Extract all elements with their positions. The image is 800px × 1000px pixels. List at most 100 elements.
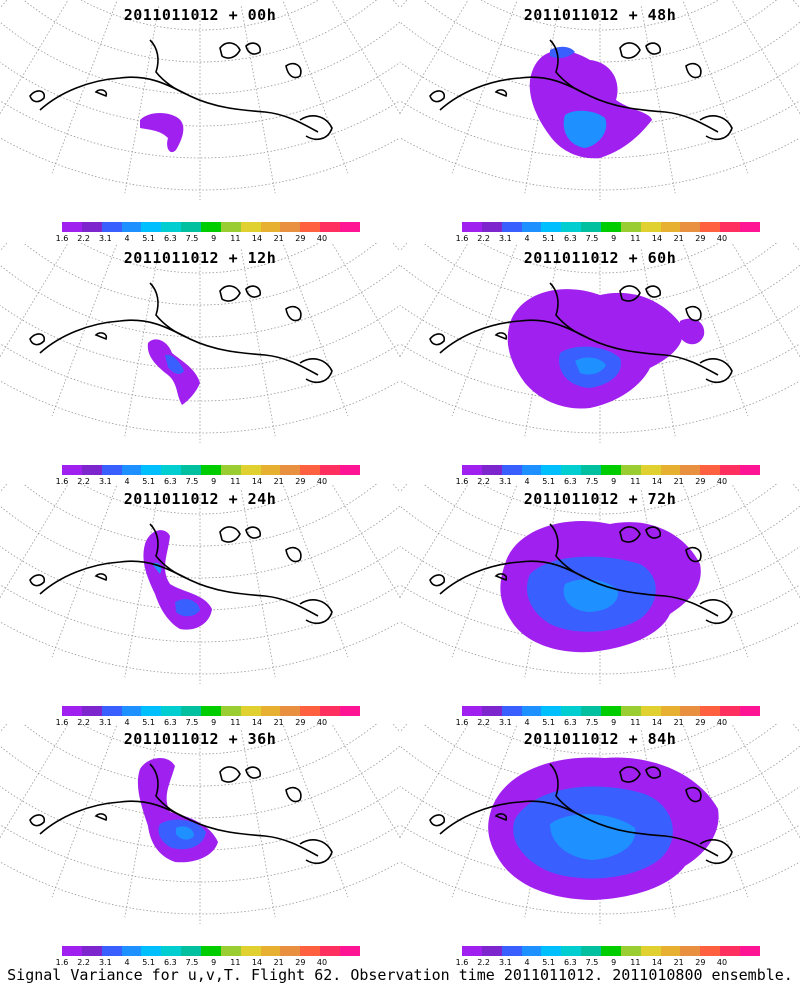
colorbar-swatch bbox=[700, 706, 721, 716]
colorbar-tick-label: 21 bbox=[273, 958, 284, 967]
colorbar-swatch bbox=[462, 222, 482, 232]
colorbar-tick-label: 40 bbox=[316, 718, 328, 727]
coastline bbox=[429, 333, 446, 346]
colorbar-tick-label: 5.1 bbox=[542, 958, 556, 967]
colorbar-tick-label: 7.5 bbox=[585, 718, 599, 727]
colorbar-tick-label: 40 bbox=[316, 234, 328, 243]
colorbar-swatch bbox=[121, 465, 142, 475]
colorbar-tick-label: 3.1 bbox=[98, 718, 112, 727]
coastline bbox=[439, 800, 719, 857]
colorbar-tick-label: 5.1 bbox=[542, 718, 556, 727]
colorbar-tick-label: 9 bbox=[611, 958, 617, 967]
coastline bbox=[699, 839, 733, 865]
colorbar-tick-label: 1.6 bbox=[455, 234, 469, 243]
colorbar-swatch bbox=[541, 465, 562, 475]
colorbar-tick-label: 29 bbox=[295, 234, 306, 243]
colorbar-swatch bbox=[340, 222, 360, 232]
variance-region bbox=[563, 579, 619, 612]
colorbar bbox=[62, 222, 360, 232]
colorbar bbox=[462, 946, 760, 956]
grid-meridian-line bbox=[0, 484, 69, 599]
colorbar-tick-label: 14 bbox=[651, 477, 663, 486]
colorbar-tick-label: 5.1 bbox=[542, 477, 556, 486]
grid-latitude-line bbox=[80, 484, 320, 515]
grid-meridian-line bbox=[331, 243, 400, 358]
colorbar-swatch bbox=[81, 222, 102, 232]
grid-meridian-line bbox=[682, 0, 749, 174]
coastline bbox=[619, 42, 641, 59]
grid-meridian-line bbox=[240, 249, 276, 437]
colorbar-tick-label: 9 bbox=[211, 234, 217, 243]
colorbar-swatch bbox=[220, 946, 241, 956]
grid-meridian-line bbox=[240, 6, 276, 194]
variance-region bbox=[140, 113, 184, 153]
colorbar-labels: 1.6 2.2 3.1 4 5.1 6.3 7.5 9 11 14 21 29 40 bbox=[450, 718, 770, 728]
colorbar-tick-label: 4 bbox=[124, 958, 130, 967]
coastline bbox=[645, 766, 662, 779]
coastline bbox=[299, 115, 333, 141]
colorbar-tick-label: 9 bbox=[211, 958, 217, 967]
grid-meridian-line bbox=[282, 484, 349, 658]
coastline bbox=[219, 42, 241, 59]
variance-region bbox=[176, 826, 194, 840]
colorbar-swatch bbox=[620, 706, 641, 716]
colorbar-swatch bbox=[240, 706, 261, 716]
coastline bbox=[429, 574, 446, 587]
grid-latitude-line bbox=[80, 0, 320, 31]
colorbar-tick-label: 4 bbox=[124, 477, 130, 486]
colorbar-tick-label: 2.2 bbox=[77, 234, 91, 243]
colorbar-tick-label: 29 bbox=[695, 718, 706, 727]
coastline bbox=[699, 599, 733, 625]
colorbar-swatch bbox=[541, 222, 562, 232]
colorbar-swatch bbox=[240, 465, 261, 475]
colorbar-tick-label: 7.5 bbox=[185, 718, 199, 727]
colorbar-tick-label: 3.1 bbox=[498, 234, 512, 243]
colorbar-swatch bbox=[501, 222, 522, 232]
colorbar-swatch bbox=[561, 946, 582, 956]
colorbar-tick-label: 5.1 bbox=[542, 234, 556, 243]
colorbar-swatch bbox=[740, 946, 760, 956]
grid-meridian-line bbox=[124, 249, 160, 437]
colorbar-tick-label: 1.6 bbox=[455, 718, 469, 727]
panel-title: 2011011012 + 60h bbox=[523, 249, 677, 267]
colorbar-tick-label: 14 bbox=[251, 718, 263, 727]
colorbar-swatch bbox=[660, 706, 681, 716]
coastline bbox=[549, 282, 587, 338]
grid-latitude-line bbox=[0, 21, 400, 95]
grid-meridian-line bbox=[124, 6, 160, 194]
coastline bbox=[94, 332, 108, 341]
colorbar-swatch bbox=[601, 465, 621, 475]
colorbar-tick-label: 7.5 bbox=[185, 958, 199, 967]
colorbar-tick-label: 40 bbox=[316, 477, 328, 486]
coastline bbox=[39, 76, 319, 133]
colorbar-tick-label: 14 bbox=[651, 234, 663, 243]
colorbar-swatch bbox=[260, 465, 281, 475]
coastline bbox=[39, 319, 319, 376]
colorbar-swatch bbox=[81, 706, 102, 716]
coastline bbox=[685, 786, 702, 803]
grid-latitude-line bbox=[400, 745, 800, 819]
grid-meridian-line bbox=[240, 730, 276, 918]
colorbar-tick-label: 4 bbox=[524, 718, 530, 727]
colorbar-swatch bbox=[161, 706, 182, 716]
grid-meridian-line bbox=[0, 0, 69, 115]
colorbar-tick-label: 1.6 bbox=[55, 234, 69, 243]
colorbar-tick-label: 7.5 bbox=[585, 477, 599, 486]
colorbar-swatch bbox=[720, 465, 741, 475]
colorbar-swatch bbox=[740, 465, 760, 475]
coastline bbox=[94, 573, 108, 582]
colorbar-tick-label: 14 bbox=[251, 958, 263, 967]
colorbar-swatch bbox=[740, 222, 760, 232]
colorbar-tick-label: 29 bbox=[295, 718, 306, 727]
grid-latitude-line bbox=[22, 724, 378, 787]
colorbar-swatch bbox=[640, 222, 661, 232]
colorbar-tick-label: 21 bbox=[673, 477, 684, 486]
coastline bbox=[549, 523, 587, 579]
grid-latitude-line bbox=[0, 745, 400, 819]
coastline bbox=[285, 786, 302, 803]
grid-meridian-line bbox=[51, 0, 118, 174]
coastline bbox=[299, 358, 333, 384]
colorbar-swatch bbox=[141, 946, 162, 956]
colorbar-tick-label: 1.6 bbox=[55, 477, 69, 486]
colorbar-swatch bbox=[62, 465, 82, 475]
